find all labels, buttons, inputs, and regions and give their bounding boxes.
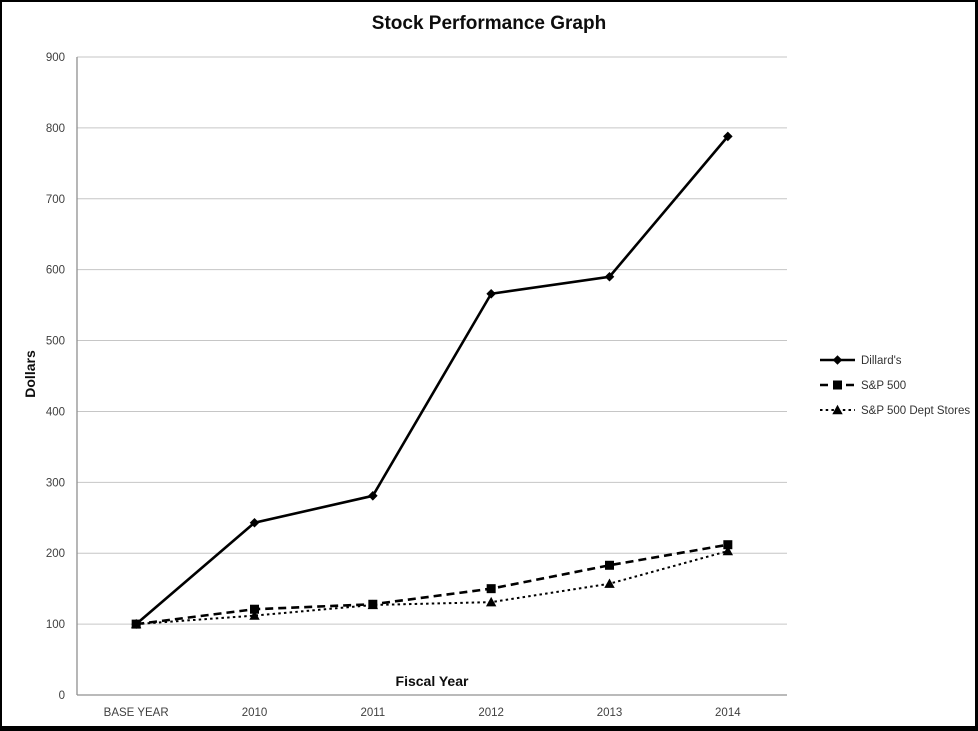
y-tick-label: 500 (46, 336, 65, 348)
square-marker (250, 604, 259, 614)
y-tick-label: 800 (46, 123, 65, 135)
y-tick-label: 400 (46, 406, 65, 418)
triangle-marker (249, 610, 260, 620)
square-marker (486, 584, 496, 594)
x-tick-label: 2014 (715, 707, 741, 719)
triangle-marker (485, 596, 497, 607)
x-tick-label: 2011 (360, 707, 385, 719)
legend-label: S&P 500 (861, 380, 906, 392)
x-axis-title: Fiscal Year (395, 673, 469, 689)
triangle-marker (367, 599, 379, 610)
diamond-marker (832, 355, 843, 365)
triangle-marker (722, 545, 734, 556)
y-tick-label: 0 (59, 690, 65, 702)
x-tick-label: 2010 (242, 707, 268, 719)
triangle-marker (130, 618, 142, 629)
square-marker (723, 540, 733, 550)
legend-item-s-p-500: S&P 500 (820, 380, 906, 392)
diamond-marker (604, 271, 615, 282)
y-tick-label: 900 (46, 52, 65, 64)
series-dillard-s (131, 131, 733, 629)
legend: Dillard's S&P 500 S&P 500 Dept Stores (820, 355, 970, 417)
x-tick-label: 2012 (478, 707, 504, 719)
legend-item-dillard-s: Dillard's (820, 355, 902, 367)
y-tick-label: 200 (46, 548, 65, 560)
series-s-p-500-dept-stores (130, 545, 734, 629)
diamond-marker (723, 131, 733, 142)
diamond-marker (249, 517, 260, 528)
series-line-s-p-500 (136, 543, 729, 626)
legend-label: Dillard's (861, 355, 902, 367)
square-marker (833, 380, 842, 390)
y-tick-label: 600 (46, 265, 65, 277)
y-tick-label: 700 (46, 194, 65, 206)
series-line-dillard-s (135, 135, 729, 626)
legend-label: S&P 500 Dept Stores (861, 405, 970, 417)
square-marker (605, 560, 614, 570)
y-tick-label: 100 (46, 619, 65, 631)
chart-title: Stock Performance Graph (371, 13, 607, 34)
series-line-s-p-500-dept-stores (136, 550, 729, 626)
legend-item-s-p-500-dept-stores: S&P 500 Dept Stores (820, 404, 970, 417)
x-tick-label: 2013 (597, 707, 623, 719)
diamond-marker (368, 491, 378, 501)
x-tick-label: BASE YEAR (104, 707, 169, 719)
y-tick-label: 300 (46, 477, 65, 489)
diamond-marker (486, 288, 496, 299)
triangle-marker (832, 404, 843, 415)
triangle-marker (604, 578, 615, 588)
